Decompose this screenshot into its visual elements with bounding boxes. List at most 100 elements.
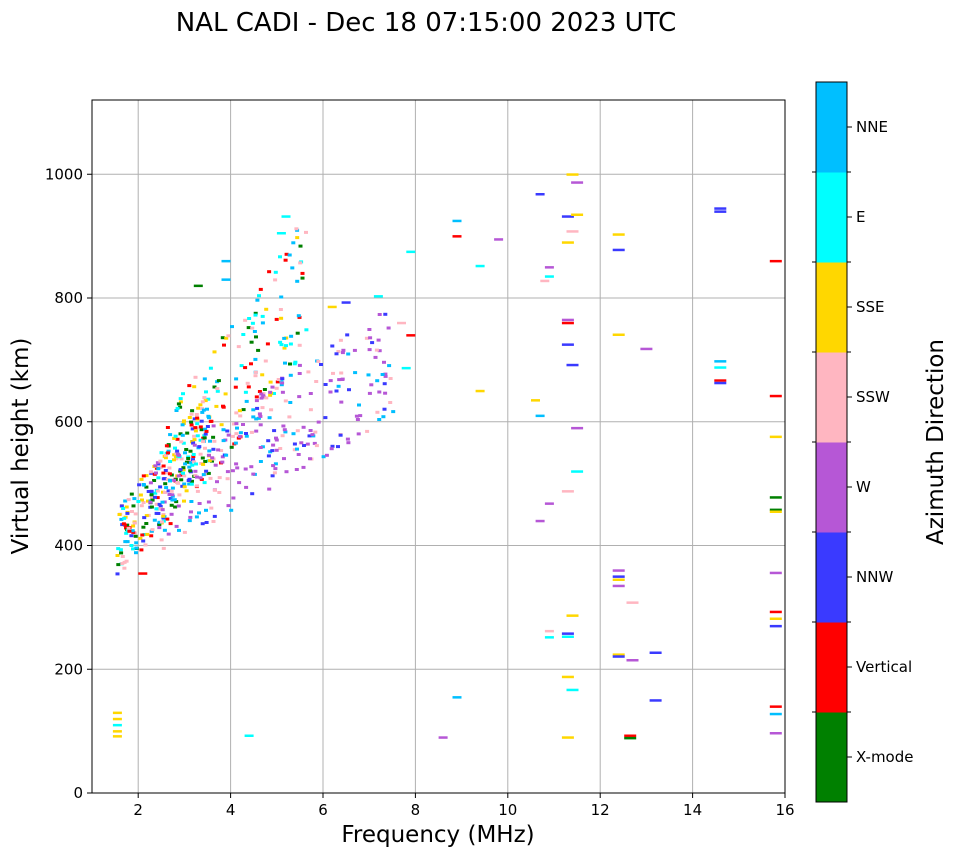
echo-point — [340, 351, 345, 355]
echo-point — [268, 393, 273, 397]
echo-point — [314, 380, 319, 383]
echo-point — [278, 340, 283, 344]
echo-point — [274, 386, 279, 390]
echo-point — [391, 410, 396, 414]
echo-point — [341, 301, 351, 304]
echo-point — [626, 601, 639, 604]
echo-point — [187, 465, 192, 469]
echo-point — [386, 326, 391, 330]
echo-point — [217, 476, 222, 480]
echo-point — [182, 474, 187, 478]
echo-point — [115, 572, 120, 576]
echo-point — [260, 314, 265, 318]
echo-point — [127, 529, 132, 533]
echo-point — [211, 520, 216, 523]
echo-point — [203, 399, 208, 403]
echo-point — [244, 434, 249, 438]
echo-point — [222, 343, 226, 347]
echo-point — [125, 540, 130, 544]
echo-point — [155, 496, 160, 500]
echo-point — [258, 460, 263, 463]
echo-point — [258, 446, 263, 449]
echo-point — [295, 331, 300, 335]
echo-point — [295, 447, 299, 451]
echo-point — [377, 349, 382, 353]
echo-point — [223, 392, 228, 396]
echo-point — [219, 449, 224, 452]
echo-point — [475, 389, 485, 393]
echo-point — [133, 534, 138, 538]
echo-point — [260, 321, 265, 325]
colorbar-swatch-ssw — [816, 352, 847, 443]
echo-point — [175, 437, 180, 441]
echo-point — [150, 496, 154, 500]
echo-point — [153, 491, 158, 495]
echo-point — [438, 736, 448, 739]
echo-point — [189, 423, 194, 427]
echo-point — [769, 496, 782, 499]
echo-point — [159, 538, 164, 542]
echo-point — [192, 438, 197, 442]
echo-point — [714, 207, 727, 210]
echo-point — [299, 441, 304, 445]
echo-point — [225, 477, 230, 481]
echo-point — [612, 333, 625, 336]
echo-point — [192, 417, 197, 421]
echo-point — [181, 392, 185, 396]
echo-point — [561, 635, 574, 638]
echo-point — [204, 469, 209, 473]
echo-point — [220, 455, 225, 459]
x-tick-label: 2 — [133, 801, 143, 819]
echo-point — [270, 385, 275, 389]
echo-point — [338, 338, 343, 342]
echo-point — [250, 326, 255, 330]
colorbar-frame — [815, 81, 848, 803]
plot-background — [92, 100, 785, 793]
echo-point — [136, 500, 141, 503]
echo-point — [163, 456, 168, 460]
echo-point — [241, 333, 246, 336]
echo-point — [270, 449, 275, 453]
echo-point — [238, 431, 243, 435]
echo-point — [334, 352, 339, 356]
echo-point — [714, 379, 727, 382]
echo-point — [251, 472, 256, 476]
echo-point — [143, 543, 148, 547]
echo-point — [279, 343, 284, 347]
echo-point — [213, 463, 218, 467]
echo-point — [769, 571, 782, 575]
echo-point — [282, 346, 287, 350]
echo-point — [166, 489, 171, 493]
echo-point — [159, 451, 164, 455]
echo-point — [355, 418, 360, 421]
echo-point — [174, 500, 179, 504]
echo-point — [626, 659, 639, 662]
echo-point — [157, 526, 162, 530]
echo-point — [189, 500, 194, 503]
echo-point — [146, 499, 150, 503]
echo-point — [182, 499, 186, 503]
echo-point — [297, 372, 302, 375]
echo-point — [374, 348, 379, 352]
echo-point — [252, 330, 257, 333]
echo-point — [178, 397, 183, 401]
y-tick-label: 1000 — [45, 165, 83, 183]
echo-point — [199, 428, 204, 432]
echo-point — [279, 316, 284, 320]
echo-point — [198, 438, 203, 442]
echo-point — [339, 371, 344, 375]
echo-point — [121, 522, 126, 526]
echo-point — [190, 427, 195, 431]
echo-point — [229, 445, 234, 449]
echo-point — [649, 699, 662, 702]
echo-point — [175, 449, 180, 453]
echo-point — [769, 712, 782, 716]
echo-point — [302, 444, 306, 447]
echo-point — [292, 448, 297, 452]
echo-point — [282, 457, 286, 461]
echo-point — [161, 464, 166, 468]
echo-point — [188, 515, 193, 519]
echo-point — [182, 530, 187, 534]
echo-point — [161, 513, 166, 516]
echo-point — [310, 433, 315, 437]
